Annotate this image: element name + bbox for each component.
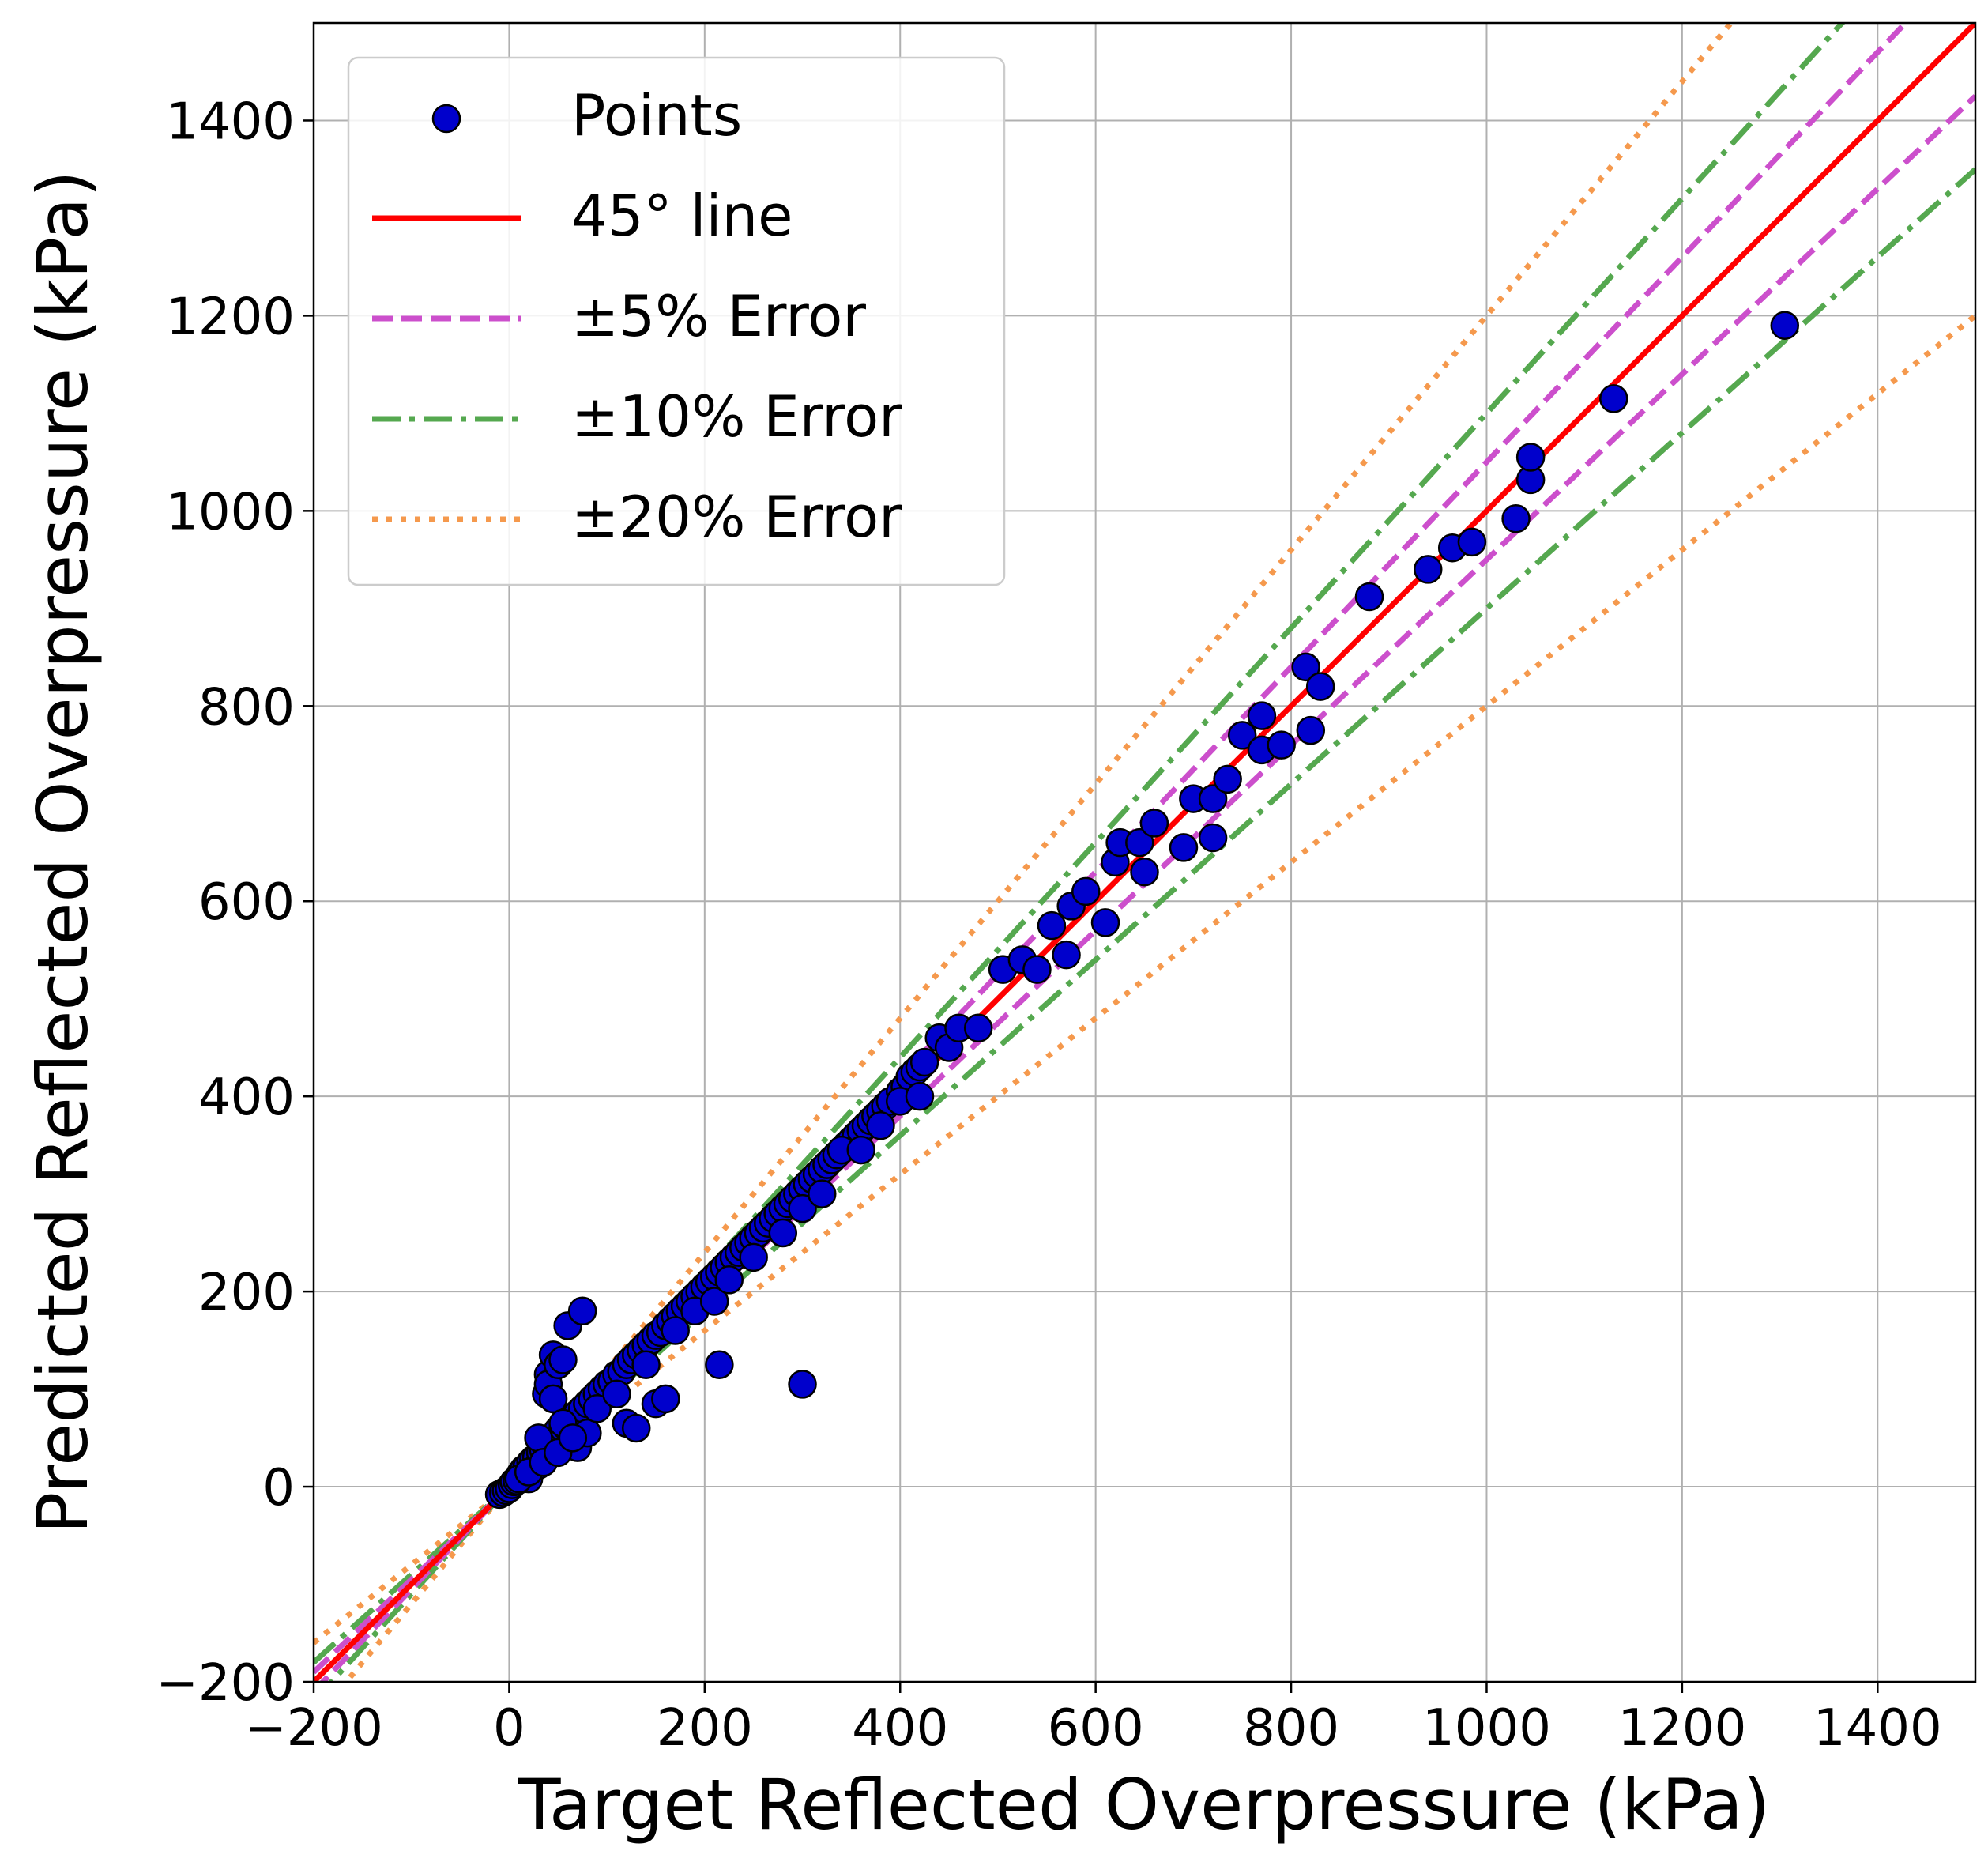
data-point-154 [1130,857,1159,887]
data-point-160 [1213,764,1242,794]
legend-label-5pct: ±5% Error [571,283,866,349]
data-point-123 [582,1394,612,1423]
x-tick-label-4: 600 [1048,1699,1144,1758]
legend-label-points: Points [571,82,742,149]
y-tick-label-7: 1200 [166,288,295,346]
data-point-115 [705,1350,734,1379]
plot-frame [312,21,1977,1683]
data-point-142 [963,1013,993,1042]
data-point-122 [558,1423,588,1453]
y-tick-label-8: 1400 [166,92,295,151]
x-tick-label-7: 1200 [1617,1699,1746,1758]
data-point-158 [1198,784,1228,813]
data-point-171 [1457,527,1487,557]
data-point-167 [1305,672,1335,701]
data-point-132 [788,1193,817,1223]
data-point-114 [651,1384,680,1414]
data-point-116 [788,1370,817,1399]
x-tick-label-6: 1000 [1422,1699,1551,1758]
x-axis-label: Target Reflected Overpressure (kPa) [518,1764,1770,1845]
data-point-106 [567,1296,597,1326]
data-point-124 [602,1379,631,1409]
y-axis-ticks: −200 0 200 400 600 800 1000 1200 1400 [156,92,314,1713]
data-point-161 [1227,721,1257,750]
data-point-155 [1139,809,1169,838]
y-tick-label-6: 1000 [166,483,295,541]
y-tick-label-4: 600 [198,873,295,932]
x-tick-label-3: 400 [852,1699,948,1758]
y-tick-label-5: 800 [198,678,295,737]
data-point-150 [1090,908,1120,937]
data-point-133 [808,1179,837,1208]
data-point-129 [714,1265,744,1295]
data-point-131 [768,1218,798,1248]
y-axis-label: Predicted Reflected Overpressure (kPa) [22,170,104,1533]
x-tick-label-2: 200 [657,1699,753,1758]
data-point-112 [621,1413,651,1443]
data-point-145 [1022,955,1052,984]
data-point-153 [1125,827,1154,858]
legend-box [347,56,1006,586]
x-tick-label-5: 800 [1243,1699,1339,1758]
legend-label-20pct: ±20% Error [571,484,902,550]
y-tick-label-3: 400 [198,1069,295,1127]
data-point-175 [1599,384,1628,413]
y-tick-label-1: 0 [262,1459,295,1517]
y-tick-label-2: 200 [198,1264,295,1322]
data-point-135 [846,1135,876,1165]
x-tick-label-1: 0 [493,1699,525,1758]
data-point-156 [1169,833,1199,862]
data-point-107 [538,1384,568,1414]
data-point-147 [1052,940,1081,970]
x-axis-ticks: −200 0 200 400 600 800 1000 1200 1400 [244,1682,1942,1758]
data-point-159 [1198,823,1228,853]
data-point-125 [631,1350,661,1379]
data-point-169 [1413,555,1443,584]
data-point-104 [548,1345,578,1374]
data-point-172 [1501,503,1531,533]
legend-marker-points [431,104,461,134]
data-point-130 [739,1242,768,1272]
data-point-164 [1267,730,1296,760]
data-point-174 [1515,443,1546,472]
data-point-126 [661,1316,690,1345]
data-point-146 [1037,910,1067,941]
legend-label-45: 45° line [571,183,793,249]
data-points [484,311,1800,1510]
data-point-168 [1354,582,1384,612]
data-point-98 [909,1047,939,1077]
data-point-149 [1071,876,1101,907]
data-point-165 [1291,652,1320,682]
data-point-128 [699,1287,729,1316]
legend-label-10pct: ±10% Error [571,383,902,450]
y-tick-label-0: −200 [156,1654,295,1713]
x-tick-label-0: −200 [244,1699,383,1758]
legend: Points 45° line ±5% Error ±10% Error ±20… [347,56,1006,586]
data-point-176 [1770,311,1800,341]
data-point-162 [1247,701,1277,730]
data-point-138 [905,1081,935,1111]
data-point-136 [866,1110,895,1140]
x-tick-label-8: 1400 [1813,1699,1942,1758]
data-point-166 [1296,715,1326,745]
